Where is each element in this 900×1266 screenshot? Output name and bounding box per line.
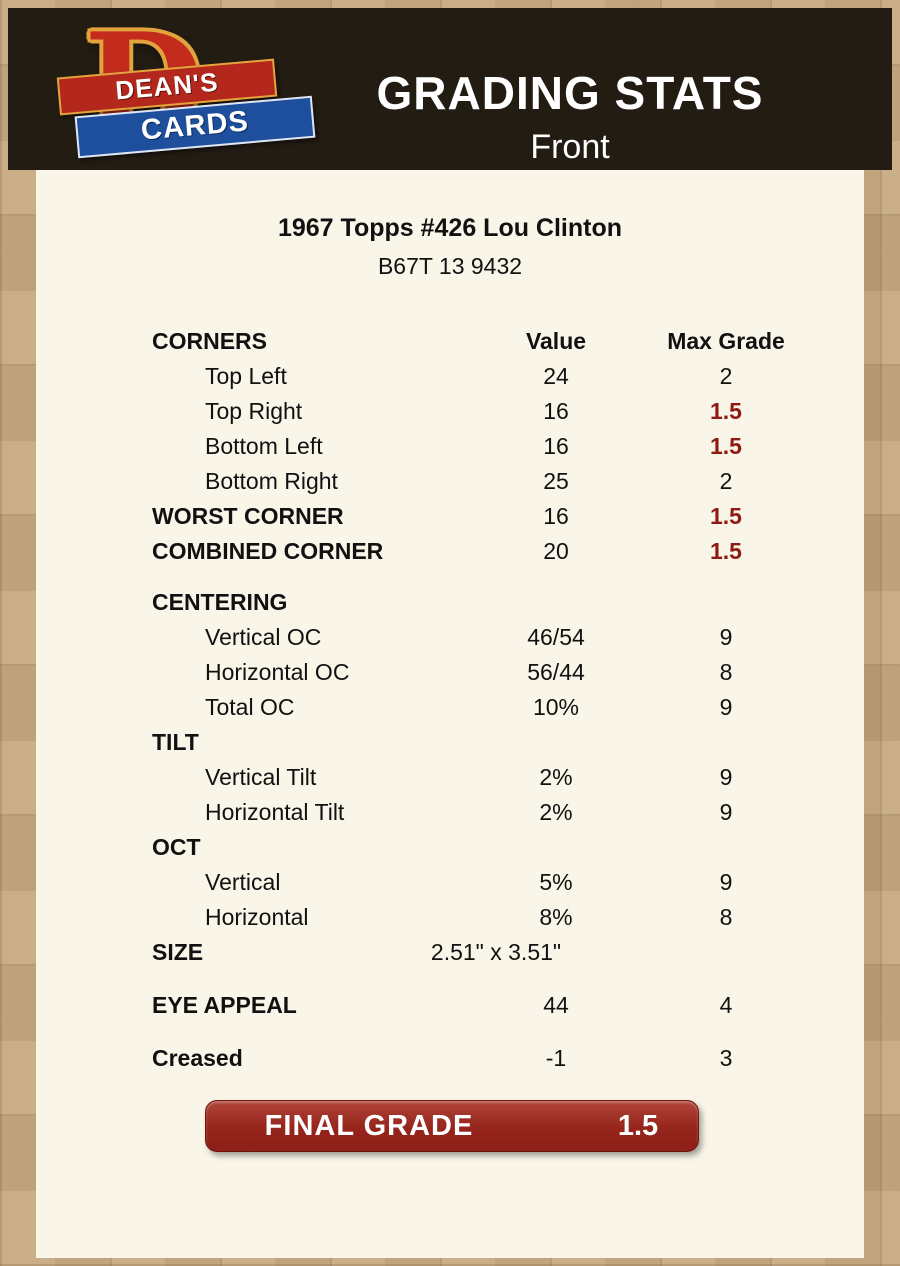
value-cell: 24 bbox=[543, 363, 569, 389]
row-eye-appeal: EYE APPEAL 44 4 bbox=[36, 988, 864, 1023]
logo-cards-text: CARDS bbox=[139, 105, 251, 147]
max-grade-cell: 9 bbox=[719, 869, 733, 895]
row-label: Horizontal Tilt bbox=[205, 799, 345, 825]
max-grade-cell: 9 bbox=[719, 694, 733, 720]
value-cell: 2% bbox=[539, 764, 573, 790]
max-grade-cell: 8 bbox=[719, 904, 733, 930]
row-label: Bottom Right bbox=[205, 468, 338, 494]
section-label-tilt: TILT bbox=[152, 729, 199, 755]
row-horizontal-oc: Horizontal OC 56/44 8 bbox=[36, 655, 864, 690]
final-grade-value: 1.5 bbox=[617, 1110, 659, 1142]
row-corners-header: CORNERS Value Max Grade bbox=[36, 324, 864, 359]
max-grade-cell: 1.5 bbox=[710, 538, 742, 564]
header-bar: D DEAN'S CARDS GRADING STATS Front bbox=[8, 8, 892, 170]
column-header-max-grade: Max Grade bbox=[667, 328, 785, 354]
grading-table: CORNERS Value Max Grade Top Left 24 2 To… bbox=[36, 324, 864, 1076]
max-grade-cell: 1.5 bbox=[710, 398, 742, 424]
card-certification-code: B67T 13 9432 bbox=[377, 253, 523, 279]
value-cell: 46/54 bbox=[527, 624, 585, 650]
section-label-corners: CORNERS bbox=[152, 328, 268, 354]
value-cell: 56/44 bbox=[527, 659, 585, 685]
row-centering-header: CENTERING bbox=[36, 585, 864, 620]
value-cell: 16 bbox=[543, 503, 569, 529]
max-grade-cell: 9 bbox=[719, 799, 733, 825]
row-label: Total OC bbox=[205, 694, 295, 720]
row-label: Bottom Left bbox=[205, 433, 323, 459]
header-titles: GRADING STATS Front bbox=[298, 8, 842, 170]
row-label: WORST CORNER bbox=[152, 503, 344, 529]
row-size: SIZE 2.51" x 3.51" bbox=[36, 935, 864, 970]
value-cell: -1 bbox=[545, 1045, 567, 1071]
row-label: Vertical OC bbox=[205, 624, 322, 650]
row-oct-horizontal: Horizontal 8% 8 bbox=[36, 900, 864, 935]
size-value-cell: 2.51" x 3.51" bbox=[430, 939, 562, 965]
value-cell: 16 bbox=[543, 433, 569, 459]
row-label: Top Left bbox=[205, 363, 287, 389]
row-bottom-left: Bottom Left 16 1.5 bbox=[36, 429, 864, 464]
value-cell: 44 bbox=[543, 992, 569, 1018]
row-label: Vertical Tilt bbox=[205, 764, 317, 790]
row-creased: Creased -1 3 bbox=[36, 1041, 864, 1076]
section-label-centering: CENTERING bbox=[152, 589, 288, 615]
final-grade-label: FINAL GRADE bbox=[264, 1110, 474, 1142]
row-label: SIZE bbox=[152, 939, 204, 965]
row-oct-vertical: Vertical 5% 9 bbox=[36, 865, 864, 900]
row-vertical-oc: Vertical OC 46/54 9 bbox=[36, 620, 864, 655]
row-tilt-header: TILT bbox=[36, 725, 864, 760]
row-oct-header: OCT bbox=[36, 830, 864, 865]
max-grade-cell: 2 bbox=[719, 468, 733, 494]
max-grade-cell: 1.5 bbox=[710, 503, 742, 529]
value-cell: 20 bbox=[543, 538, 569, 564]
logo-deans-text: DEAN'S bbox=[114, 66, 220, 106]
row-label: EYE APPEAL bbox=[152, 992, 297, 1018]
max-grade-cell: 1.5 bbox=[710, 433, 742, 459]
value-cell: 10% bbox=[532, 694, 580, 720]
row-label: Top Right bbox=[205, 398, 303, 424]
row-vertical-tilt: Vertical Tilt 2% 9 bbox=[36, 760, 864, 795]
page-subtitle: Front bbox=[530, 128, 610, 166]
row-top-right: Top Right 16 1.5 bbox=[36, 394, 864, 429]
row-combined-corner: COMBINED CORNER 20 1.5 bbox=[36, 534, 864, 569]
section-label-oct: OCT bbox=[152, 834, 201, 860]
stats-panel: 1967 Topps #426 Lou Clinton B67T 13 9432… bbox=[36, 170, 864, 1258]
value-cell: 8% bbox=[539, 904, 573, 930]
max-grade-cell: 4 bbox=[719, 992, 733, 1018]
max-grade-cell: 3 bbox=[719, 1045, 733, 1071]
deans-cards-logo: D DEAN'S CARDS bbox=[50, 8, 316, 170]
value-cell: 2% bbox=[539, 799, 573, 825]
page-title: GRADING STATS bbox=[376, 67, 764, 119]
row-worst-corner: WORST CORNER 16 1.5 bbox=[36, 499, 864, 534]
row-label: Creased bbox=[152, 1045, 243, 1071]
row-bottom-right: Bottom Right 25 2 bbox=[36, 464, 864, 499]
row-label: Horizontal OC bbox=[205, 659, 350, 685]
max-grade-cell: 8 bbox=[719, 659, 733, 685]
value-cell: 16 bbox=[543, 398, 569, 424]
row-top-left: Top Left 24 2 bbox=[36, 359, 864, 394]
row-label: COMBINED CORNER bbox=[152, 538, 384, 564]
row-total-oc: Total OC 10% 9 bbox=[36, 690, 864, 725]
max-grade-cell: 9 bbox=[719, 764, 733, 790]
card-title: 1967 Topps #426 Lou Clinton bbox=[277, 214, 623, 242]
row-label: Vertical bbox=[205, 869, 281, 895]
final-grade-badge: FINAL GRADE 1.5 bbox=[205, 1100, 699, 1152]
max-grade-cell: 2 bbox=[719, 363, 733, 389]
row-horizontal-tilt: Horizontal Tilt 2% 9 bbox=[36, 795, 864, 830]
max-grade-cell: 9 bbox=[719, 624, 733, 650]
column-header-value: Value bbox=[525, 328, 587, 354]
value-cell: 25 bbox=[543, 468, 569, 494]
row-label: Horizontal bbox=[205, 904, 309, 930]
value-cell: 5% bbox=[539, 869, 573, 895]
